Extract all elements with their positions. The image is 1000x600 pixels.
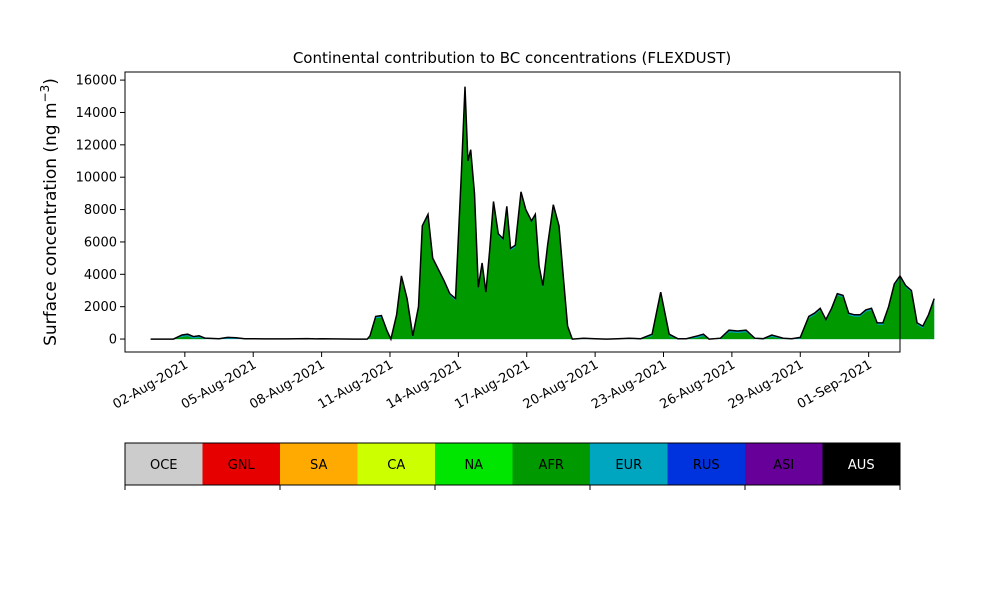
x-tick-label: 29-Aug-2021 — [726, 357, 806, 412]
colorbar-swatch — [667, 443, 746, 485]
y-tick-label: 10000 — [76, 171, 117, 186]
y-tick-label: 12000 — [76, 138, 117, 153]
y-tick-label: 14000 — [76, 106, 117, 121]
area-afr — [150, 88, 935, 340]
x-tick-label: 14-Aug-2021 — [384, 357, 464, 412]
plot-area — [124, 71, 935, 353]
colorbar-label: CA — [387, 458, 405, 473]
y-tick-label: 8000 — [84, 203, 117, 218]
x-tick-label: 08-Aug-2021 — [247, 357, 327, 412]
y-tick-label: 16000 — [76, 74, 117, 89]
colorbar-label: OCE — [150, 458, 178, 473]
y-axis-label: Surface concentration (ng m−3) — [38, 78, 61, 346]
colorbar-swatch — [435, 443, 513, 485]
x-tick-label: 02-Aug-2021 — [110, 357, 190, 412]
y-axis-label-close: ) — [41, 78, 61, 85]
colorbar-swatch — [280, 443, 358, 485]
x-tick-label: 17-Aug-2021 — [452, 357, 532, 412]
x-tick-label: 26-Aug-2021 — [658, 357, 738, 412]
x-tick-label: 20-Aug-2021 — [521, 357, 601, 412]
colorbar-swatch — [590, 443, 668, 485]
x-axis: 02-Aug-202105-Aug-202108-Aug-202111-Aug-… — [110, 352, 875, 413]
colorbar-label: GNL — [228, 458, 256, 473]
colorbar-swatch — [822, 443, 901, 485]
colorbar-swatch — [202, 443, 281, 485]
x-tick-label: 05-Aug-2021 — [179, 357, 259, 412]
colorbar-swatch — [125, 443, 203, 485]
y-tick-label: 2000 — [84, 300, 117, 315]
chart-title: Continental contribution to BC concentra… — [293, 49, 731, 67]
colorbar-swatch — [512, 443, 591, 485]
x-tick-label: 11-Aug-2021 — [316, 357, 396, 412]
total-line — [150, 86, 935, 342]
plot-frame — [124, 71, 901, 353]
colorbar-swatch — [745, 443, 823, 485]
y-axis-label-main: Surface concentration (ng m — [41, 102, 61, 345]
y-axis: 0 2000 4000 6000 8000 10000 12000 14000 16000 — [76, 74, 125, 348]
colorbar-label: AUS — [848, 458, 875, 473]
colorbar-label: AFR — [539, 458, 564, 473]
series-layer — [150, 86, 935, 342]
x-tick-label: 01-Sep-2021 — [795, 357, 875, 412]
colorbar-label: NA — [464, 458, 483, 473]
y-axis-label-exponent: −3 — [38, 85, 52, 103]
colorbar-swatch — [357, 443, 436, 485]
colorbar-label: RUS — [693, 458, 720, 473]
colorbar-label: ASI — [773, 458, 794, 473]
colorbar-label: EUR — [615, 458, 642, 473]
y-tick-label: 6000 — [84, 235, 117, 250]
y-tick-label: 4000 — [84, 268, 117, 283]
colorbar-legend: OCE GNL SA CA NA AFR EUR RUS ASI AUS — [124, 442, 901, 490]
y-tick-label: 0 — [109, 333, 117, 348]
colorbar-frame — [124, 442, 901, 486]
colorbar-label: SA — [310, 458, 327, 473]
x-tick-label: 23-Aug-2021 — [589, 357, 669, 412]
